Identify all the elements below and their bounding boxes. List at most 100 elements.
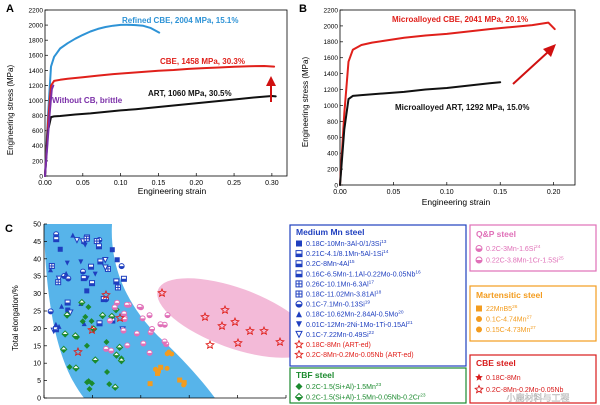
legend-cbe: CBE steel 0.18C-8Mn 0.2C-8Mn-0.2Mo-0.05Nb — [469, 354, 597, 404]
scatter-point-6 — [89, 280, 96, 287]
panel-a-series-line-3 — [44, 84, 55, 177]
legend-medium-mn: Medium Mn steel 0.18C-10Mn-3Al-0/1/3Si13… — [289, 224, 467, 367]
panel-a-ytick-label: 1400 — [29, 68, 44, 75]
scatter-point-125 — [115, 312, 125, 323]
scatter-point-17 — [95, 243, 102, 250]
panel-a-series — [44, 23, 277, 177]
scatter-point-8 — [55, 275, 63, 283]
panel-a-xtick-label: 0.00 — [38, 180, 52, 187]
legend-qp-items: 0.2C-3Mn-1.6Si24 0.22C-3.8Mn-1Cr-1.5Si25 — [475, 244, 564, 265]
legend-qp-marker-0 — [475, 245, 483, 252]
scatter-point-35 — [59, 303, 65, 309]
panel-c-ytick-label: 45 — [33, 239, 41, 246]
scatter-point-106 — [157, 321, 164, 328]
scatter-point-79 — [71, 332, 80, 340]
scatter-point-44 — [93, 238, 100, 245]
panel-a-ytick-label: 200 — [32, 158, 43, 165]
panel-b-xtick-label: 0.15 — [493, 189, 507, 196]
scatter-point-65 — [117, 356, 126, 365]
scatter-point-28 — [63, 270, 69, 276]
panel-c-ytick-label: 20 — [33, 326, 41, 333]
scatter-point-84 — [111, 383, 119, 391]
legend-qp-title: Q&P steel — [476, 229, 516, 239]
legend-cbe-marker-1 — [474, 384, 484, 394]
panel-c-ytick-label: 5 — [37, 378, 41, 385]
scatter-point-60 — [85, 303, 92, 310]
scatter-point-2 — [53, 321, 59, 327]
scatter-point-89 — [164, 312, 171, 319]
panel-c-points — [47, 231, 285, 392]
legend-medium-mn-marker-11 — [294, 349, 304, 359]
scatter-point-64 — [61, 330, 69, 338]
panel-b-ytick-label: 400 — [327, 151, 338, 158]
scatter-point-103 — [106, 317, 113, 324]
scatter-point-120 — [181, 382, 187, 388]
legend-martensitic-label-0: 22MnB526 — [486, 304, 518, 313]
panel-c-axes: 0 5 10 15 20 25 30 35 40 45 50 — [33, 222, 287, 403]
annotation-refined-cbe: Refined CBE, 2004 MPa, 15.1% — [122, 16, 239, 25]
scatter-point-61 — [91, 356, 100, 364]
panel-a-xtick-label: 0.25 — [227, 180, 241, 187]
legend-tbf-items: 0.2C-1.5(Si+Al)-1.5Mn23 0.2C-1.5(Si+Al)-1… — [294, 382, 426, 402]
scatter-point-80 — [66, 364, 73, 371]
panel-b-series-line-1 — [339, 81, 502, 186]
panel-c-ytick-label: 35 — [33, 274, 41, 281]
scatter-point-123 — [101, 289, 111, 300]
panel-a-label: A — [6, 3, 14, 15]
legend-medium-mn-marker-9 — [295, 330, 303, 339]
panel-a-axes: 0 200 400 600 800 1000 1200 1400 1600 1800 2000 220… — [29, 7, 288, 187]
panel-b-ytick-label: 200 — [327, 166, 338, 173]
legend-medium-mn-label-3: 0.16C-6.5Mn-1.1Al-0.22Mo-0.05Nb16 — [306, 269, 421, 278]
scatter-point-97 — [120, 327, 127, 334]
panel-b-ytick-label: 1800 — [324, 39, 339, 46]
legend-medium-mn-marker-6 — [295, 300, 303, 308]
scatter-point-101 — [133, 330, 140, 337]
legend-martensitic-label-1: 0.1C-4.74Mn27 — [486, 315, 532, 324]
scatter-point-50 — [53, 236, 60, 243]
panel-c-ytick-label: 40 — [33, 256, 41, 263]
scatter-point-42 — [64, 260, 70, 266]
legend-medium-mn-label-4: 0.26C-10.1Mn-6.3Al17 — [306, 279, 374, 288]
panel-a-ytick-label: 600 — [32, 128, 43, 135]
scatter-point-93 — [146, 312, 153, 319]
legend-cbe-label-0: 0.18C-8Mn — [486, 375, 521, 382]
panel-a-ytick-label: 1600 — [29, 53, 44, 60]
scatter-point-24 — [66, 309, 74, 317]
scatter-point-36 — [96, 320, 103, 327]
scatter-point-121 — [147, 381, 153, 387]
legend-qp-marker-1 — [475, 256, 483, 264]
scatter-point-38 — [53, 231, 60, 238]
panel-b-xtick-label: 0.00 — [333, 189, 347, 196]
legend-medium-mn-marker-5 — [295, 290, 303, 298]
legend-medium-mn-marker-0 — [296, 240, 302, 247]
panel-c-ytick-label: 25 — [33, 309, 41, 316]
scatter-point-69 — [82, 313, 89, 320]
panel-b-ytick-label: 2200 — [324, 7, 339, 14]
legend-medium-mn-marker-4 — [295, 280, 303, 288]
scatter-point-37 — [109, 247, 115, 253]
legend-medium-mn-label-6: 0.1C-7.1Mn-0.13Si19 — [306, 300, 370, 309]
legend-martensitic-marker-2 — [476, 326, 482, 333]
scatter-point-131 — [245, 325, 255, 336]
legend-tbf-marker-1 — [294, 392, 304, 402]
scatter-point-127 — [157, 287, 167, 298]
scatter-point-76 — [78, 298, 86, 307]
legend-medium-mn-marker-8 — [296, 321, 302, 328]
scatter-point-126 — [73, 346, 83, 357]
legend-cbe-label-1: 0.2C-8Mn-0.2Mo-0.05Nb — [486, 387, 564, 394]
scatter-point-27 — [48, 262, 55, 269]
scatter-point-81 — [60, 345, 68, 354]
scatter-point-77 — [103, 338, 110, 345]
panel-b-axes: 0 200 400 600 800 1000 1200 1400 1600 1800 2000 220… — [324, 7, 576, 196]
panel-a: A Engineering stress (MPa) Engineering s… — [6, 3, 288, 196]
scatter-point-70 — [72, 364, 80, 372]
scatter-point-46 — [47, 308, 54, 315]
panel-b-xtick-label: 0.05 — [387, 189, 401, 196]
panel-a-frame — [44, 9, 288, 177]
scatter-point-56 — [86, 385, 93, 392]
scatter-point-10 — [97, 258, 104, 265]
scatter-point-87 — [111, 304, 118, 311]
scatter-point-53 — [114, 284, 121, 291]
panel-c-ytick-label: 15 — [33, 343, 41, 350]
legend-martensitic-marker-1 — [476, 316, 482, 322]
